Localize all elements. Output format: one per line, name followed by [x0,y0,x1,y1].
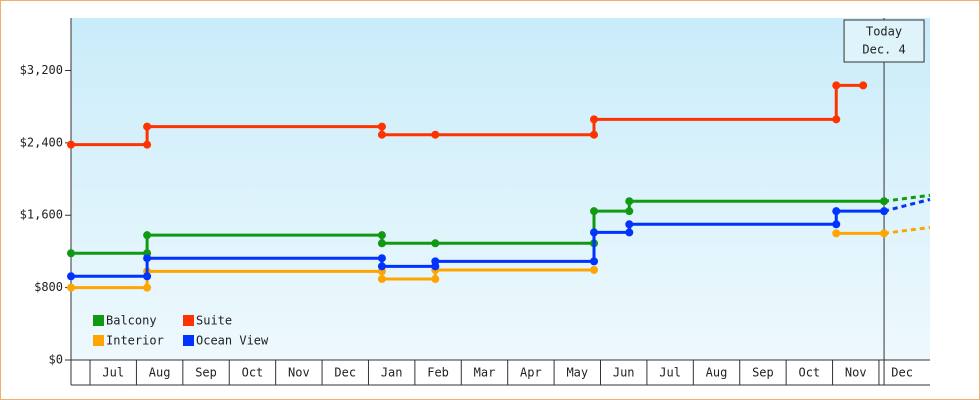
point [143,231,152,240]
point [377,130,386,139]
point [431,257,440,266]
point [590,115,599,124]
point [590,130,599,139]
x-tick-label: Aug [149,366,171,380]
point [832,220,841,229]
y-tick-label: $800 [34,280,63,294]
projection-line [883,197,931,213]
x-tick-label: Apr [520,366,542,380]
legend-swatch [93,315,104,326]
point [377,275,386,284]
point [377,254,386,263]
point [67,249,75,258]
point [590,265,599,274]
point [377,122,386,131]
y-tick-label: $2,400 [20,135,63,149]
series-line [71,209,885,278]
y-tick-label: $3,200 [20,63,63,77]
x-tick-label: Feb [427,366,449,380]
x-tick-label: Nov [288,366,310,380]
legend-label: Ocean View [196,334,269,348]
point [377,262,386,271]
point [880,207,889,216]
today-label: Dec. 4 [862,43,905,57]
x-tick-label: May [566,366,588,380]
point [832,81,841,90]
point [590,228,599,237]
point [880,197,889,206]
legend-swatch [183,335,194,346]
point [431,130,440,139]
today-box [843,19,925,63]
x-tick-label: Sep [752,366,774,380]
point [143,122,152,131]
x-tick-label: Dec [334,366,356,380]
point [377,231,386,240]
plot-area [71,18,930,360]
x-tick-label: Jan [381,366,403,380]
today-label: Today [866,25,902,39]
legend-label: Balcony [106,314,157,328]
point [431,275,440,284]
legend-swatch [93,335,104,346]
point [832,229,841,238]
point [832,207,841,216]
point [431,239,440,248]
projection-line [883,193,931,203]
legend-swatch [183,315,194,326]
x-tick-label: Nov [845,366,867,380]
y-tick-label: $1,600 [20,208,63,222]
point [143,140,152,149]
x-tick-label: Mar [474,366,496,380]
x-tick-label: Dec [891,366,913,380]
legend-label: Interior [106,334,164,348]
point [590,257,599,266]
x-tick-label: Jul [102,366,124,380]
x-tick-label: Sep [195,366,217,380]
point [625,207,634,216]
point [67,272,75,281]
x-tick-label: Jul [659,366,681,380]
point [625,228,634,237]
point [859,81,868,90]
x-tick-label: Oct [242,366,264,380]
point [143,283,152,292]
point [67,283,75,292]
y-tick-label: $0 [49,353,63,367]
projection-line [883,225,931,235]
x-tick-label: Aug [706,366,728,380]
point [67,140,75,149]
point [625,197,634,206]
point [832,115,841,124]
point [143,272,152,281]
point [880,229,889,238]
point [625,220,634,229]
x-tick-label: Jun [613,366,635,380]
point [377,239,386,248]
point [590,207,599,216]
x-tick-label: Oct [798,366,820,380]
legend-label: Suite [196,314,232,328]
point [143,254,152,263]
